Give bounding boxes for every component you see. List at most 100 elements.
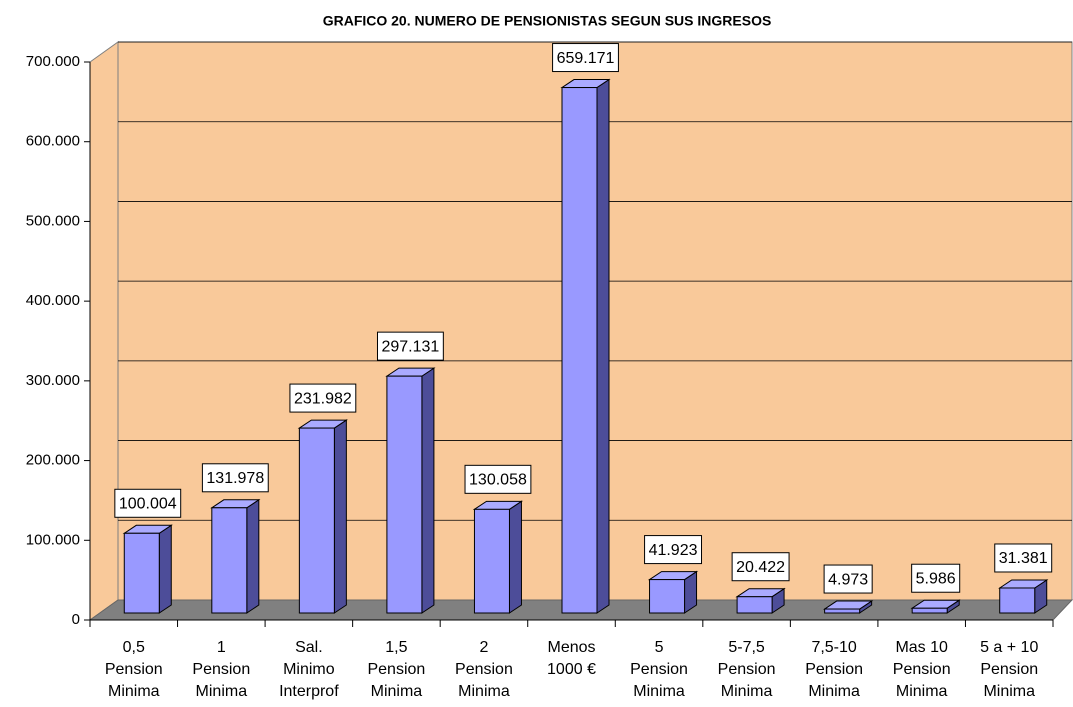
y-tick-label: 200.000	[26, 452, 80, 469]
data-label: 297.131	[376, 331, 444, 361]
x-tick-label-line: Pension	[805, 661, 863, 678]
x-tick-label-line: Pension	[455, 661, 513, 678]
x-tick-label-line: 5	[655, 639, 664, 656]
bar-side	[158, 524, 172, 614]
x-tick-label-line: Interprof	[279, 683, 339, 700]
x-tick-label-line: Pension	[105, 661, 163, 678]
x-tick-label: Sal. Minimo Interprof	[279, 639, 339, 700]
x-tick-label-line: Menos	[547, 639, 595, 656]
x-tick-label: Menos 1000 €	[547, 639, 596, 678]
x-tick-label: 1,5 Pension Minima	[367, 639, 425, 700]
x-tick-label-line: Pension	[718, 661, 776, 678]
x-tick-label: 7,5-10 Pension Minima	[805, 639, 863, 700]
y-tick-label: 300.000	[26, 372, 80, 389]
data-label-box	[731, 552, 790, 582]
chart-title: GRAFICO 20. NUMERO DE PENSIONISTAS SEGUN…	[323, 13, 772, 29]
x-tick-label-line: Minima	[808, 683, 860, 700]
data-label-box	[201, 463, 269, 493]
x-tick-label-line: 7,5-10	[811, 639, 856, 656]
bar-side	[508, 500, 522, 614]
data-label: 231.982	[289, 383, 357, 413]
data-label-box	[464, 464, 532, 494]
data-label: 100.004	[114, 488, 182, 518]
data-label: 5.986	[911, 563, 961, 593]
x-tick-label-line: Mas 10	[895, 639, 948, 656]
x-tick-label-line: Pension	[192, 661, 250, 678]
bar-side	[246, 498, 260, 614]
y-tick-label: 400.000	[26, 292, 80, 309]
x-tick-label-line: 2	[480, 639, 489, 656]
data-label: 4.973	[823, 564, 873, 594]
bar	[123, 532, 160, 614]
bar	[561, 87, 598, 614]
data-label-box	[376, 331, 444, 361]
data-label-text: 130.058	[469, 472, 527, 489]
x-tick-label-line: Minimo	[283, 661, 335, 678]
bar	[824, 608, 861, 614]
x-tick-label-line: Pension	[367, 661, 425, 678]
x-tick-label-line: 0,5	[123, 639, 145, 656]
data-label: 41.923	[644, 535, 703, 565]
x-tick-label-line: Pension	[980, 661, 1038, 678]
side-wall	[89, 41, 119, 621]
y-tick-label: 600.000	[26, 133, 80, 150]
x-tick-label-line: 5-7,5	[728, 639, 765, 656]
data-label-text: 659.171	[557, 50, 615, 67]
x-tick-label-line: 1	[217, 639, 226, 656]
data-label-text: 297.131	[381, 338, 439, 355]
data-label-text: 31.381	[999, 550, 1048, 567]
bar	[911, 607, 948, 614]
x-tick-label-line: Minima	[983, 683, 1035, 700]
data-label-text: 20.422	[736, 559, 785, 576]
bar	[211, 507, 248, 614]
data-label-box	[994, 543, 1053, 573]
x-tick-label-line: 1000 €	[547, 661, 596, 678]
data-label: 659.171	[552, 43, 619, 73]
bar	[298, 427, 335, 614]
bar	[386, 375, 423, 614]
x-tick-label-line: Minima	[633, 683, 685, 700]
x-tick-label-line: Sal.	[295, 639, 323, 656]
x-tick-label-line: Minima	[721, 683, 773, 700]
data-label: 31.381	[994, 543, 1053, 573]
data-label-text: 131.978	[206, 470, 264, 487]
x-tick-label-line: Minima	[371, 683, 423, 700]
x-tick-label-line: Minima	[896, 683, 948, 700]
x-tick-label-line: Pension	[630, 661, 688, 678]
x-tick-label: 0,5 Pension Minima	[105, 639, 163, 700]
bar	[736, 596, 773, 614]
data-label-box	[644, 535, 703, 565]
data-label: 131.978	[201, 463, 269, 493]
bar-side	[596, 78, 610, 614]
x-tick-label: 2 Pension Minima	[455, 639, 513, 700]
data-label-text: 4.973	[828, 571, 868, 588]
x-tick-label: 1 Pension Minima	[192, 639, 250, 700]
x-tick-label: 5 a + 10 Pension Minima	[980, 639, 1038, 700]
x-tick-label-line: Minima	[108, 683, 160, 700]
data-label-text: 100.004	[119, 496, 177, 513]
bar	[649, 579, 686, 614]
x-tick-label: 5-7,5 Pension Minima	[718, 639, 776, 700]
data-label-box	[552, 43, 619, 73]
x-tick-label-line: Pension	[893, 661, 951, 678]
data-label-text: 5.986	[916, 570, 956, 587]
bar	[999, 587, 1036, 614]
bar-side	[333, 419, 347, 614]
x-tick-label-line: Minima	[458, 683, 510, 700]
data-label-text: 41.923	[649, 542, 698, 559]
data-label-text: 231.982	[294, 390, 352, 407]
bar-side	[421, 367, 435, 614]
data-label-box	[114, 488, 182, 518]
data-label: 20.422	[731, 552, 790, 582]
y-tick-label: 700.000	[26, 53, 80, 70]
y-tick-label: 100.000	[26, 531, 80, 548]
y-tick-label: 0	[72, 611, 80, 628]
data-label: 130.058	[464, 464, 532, 494]
x-tick-label-line: 5 a + 10	[980, 639, 1038, 656]
data-label-box	[289, 383, 357, 413]
x-tick-label-line: 1,5	[385, 639, 407, 656]
data-label-box	[823, 564, 873, 594]
x-tick-label-line: Minima	[196, 683, 248, 700]
x-tick-label: Mas 10 Pension Minima	[893, 639, 951, 700]
